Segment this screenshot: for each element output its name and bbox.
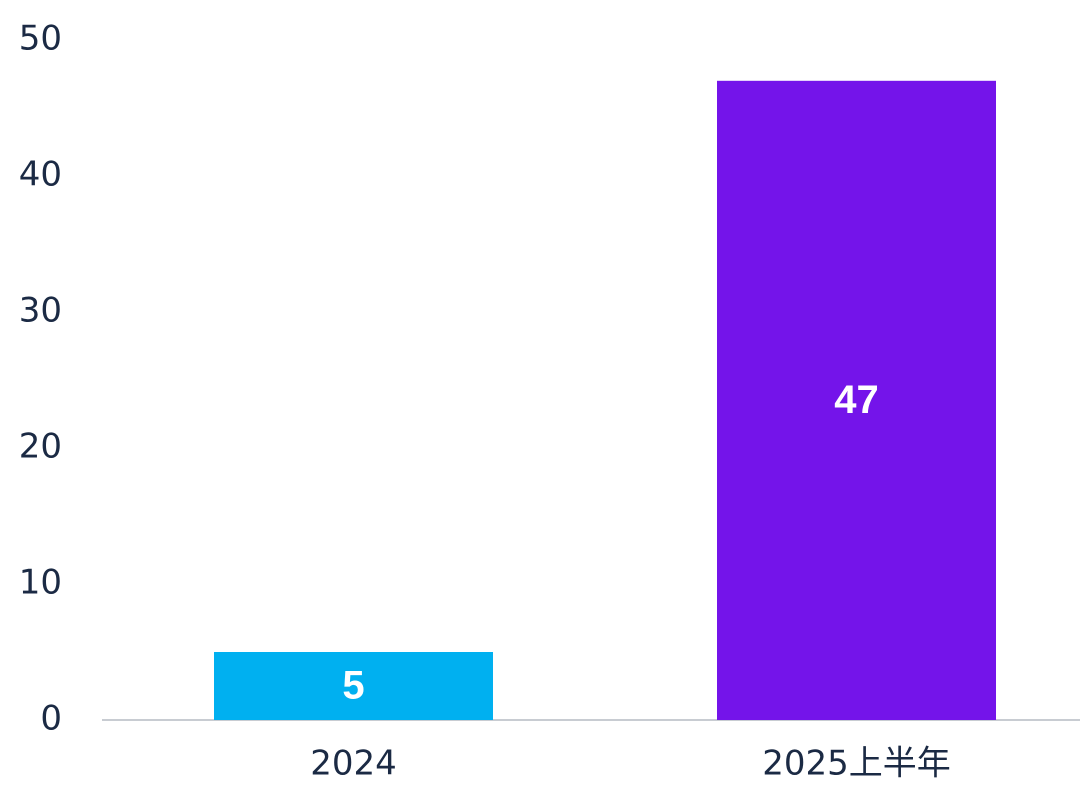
y-tick-label: 10 bbox=[19, 563, 62, 603]
y-tick-label: 50 bbox=[19, 19, 62, 59]
y-tick-label: 20 bbox=[19, 427, 62, 467]
y-tick-label: 30 bbox=[19, 291, 62, 331]
y-tick-label: 40 bbox=[19, 155, 62, 195]
bar bbox=[717, 80, 996, 721]
data-label: 5 bbox=[342, 664, 364, 708]
bar bbox=[214, 652, 493, 720]
y-tick-label: 0 bbox=[40, 699, 62, 739]
data-label: 47 bbox=[834, 378, 879, 422]
x-tick-label: 2025上半年 bbox=[762, 744, 951, 784]
x-tick-label: 2024 bbox=[310, 744, 397, 784]
